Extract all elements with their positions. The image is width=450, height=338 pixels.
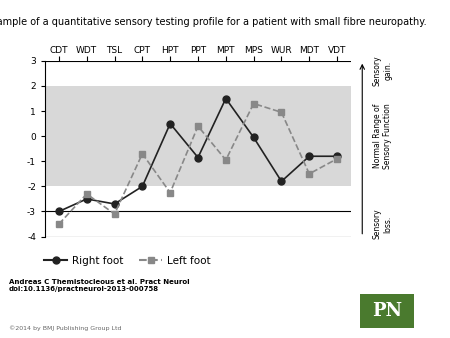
- Text: Normal Range of
Sensory Function: Normal Range of Sensory Function: [373, 103, 392, 169]
- Text: An example of a quantitative sensory testing profile for a patient with small fi: An example of a quantitative sensory tes…: [0, 17, 427, 27]
- Text: PN: PN: [372, 302, 402, 320]
- Legend: Right foot, Left foot: Right foot, Left foot: [44, 256, 211, 266]
- Bar: [45, 86, 351, 186]
- Text: Andreas C Themistocleous et al. Pract Neurol
doi:10.1136/practneurol-2013-000758: Andreas C Themistocleous et al. Pract Ne…: [9, 279, 189, 292]
- Text: Sensory
gain.: Sensory gain.: [373, 55, 392, 86]
- Text: ©2014 by BMJ Publishing Group Ltd: ©2014 by BMJ Publishing Group Ltd: [9, 325, 122, 331]
- Text: Sensory
loss.: Sensory loss.: [373, 209, 392, 239]
